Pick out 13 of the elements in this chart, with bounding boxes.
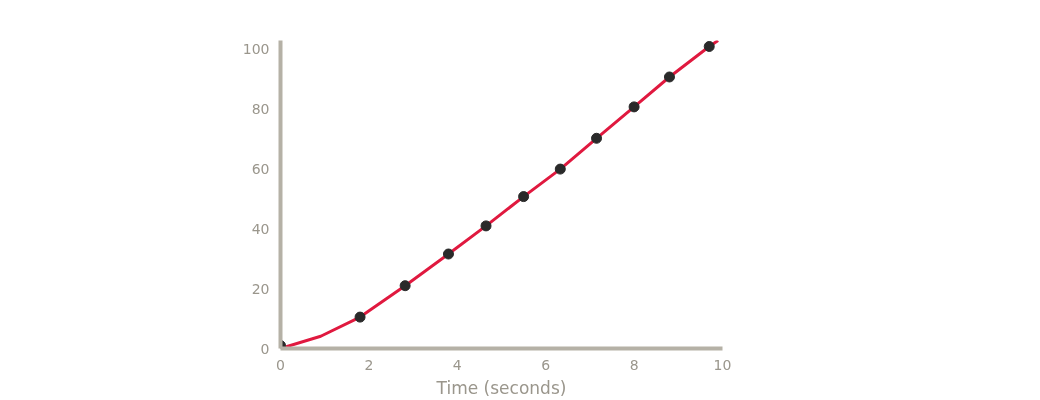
y-tick-label: 80 — [251, 101, 270, 118]
y-tick-label: 100 — [242, 41, 270, 58]
x-tick-label: 10 — [713, 356, 732, 373]
x-tick-label: 8 — [629, 356, 639, 373]
x-axis-title: Time (seconds) — [435, 377, 567, 398]
y-tick-label: 40 — [251, 220, 270, 237]
x-tick-label: 0 — [276, 356, 285, 373]
x-tick-label: 2 — [364, 356, 374, 373]
y-tick-label: 60 — [251, 161, 270, 178]
y-tick-label: 0 — [260, 340, 270, 357]
y-tick-label: 20 — [251, 280, 270, 297]
x-tick-label: 6 — [541, 356, 551, 373]
x-tick-label: 4 — [452, 356, 462, 373]
